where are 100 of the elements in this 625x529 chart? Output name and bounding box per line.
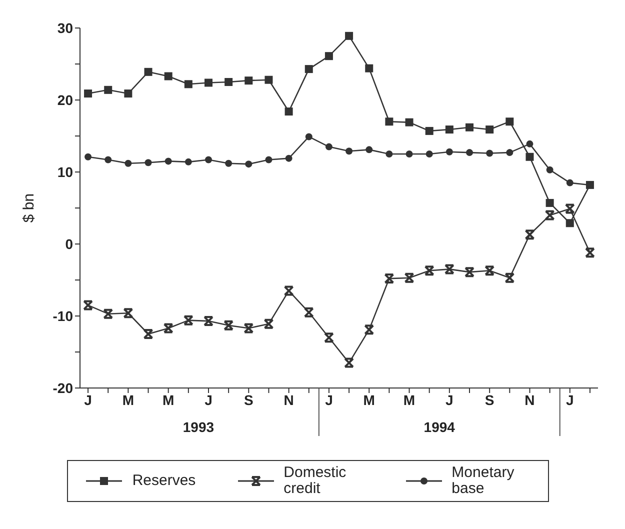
point	[486, 126, 494, 134]
x-tick-label: N	[284, 392, 294, 408]
point	[304, 65, 313, 74]
point	[425, 126, 434, 135]
point	[225, 160, 232, 167]
point	[384, 274, 394, 284]
point	[566, 179, 574, 186]
point	[526, 152, 534, 161]
point	[404, 272, 414, 283]
point	[366, 146, 373, 154]
y-tick-label: -20	[52, 380, 74, 396]
x-tick-label: S	[484, 392, 494, 408]
y-tick-label: -10	[52, 308, 74, 324]
point	[183, 315, 194, 326]
point	[144, 68, 152, 76]
point	[464, 267, 475, 278]
text: 1994	[424, 419, 456, 435]
x-tick-label: J	[325, 392, 333, 408]
point	[204, 156, 212, 164]
point	[84, 90, 92, 98]
point	[104, 86, 112, 94]
point	[124, 160, 132, 167]
point	[546, 198, 554, 207]
point	[163, 323, 174, 334]
point	[424, 266, 434, 276]
point	[506, 118, 514, 126]
point	[484, 266, 495, 276]
point	[325, 143, 332, 150]
legend-label: Monetary base	[452, 464, 516, 497]
point	[244, 76, 253, 85]
point	[184, 80, 192, 88]
point	[144, 159, 152, 166]
y-axis-title: $ bn	[20, 193, 38, 223]
point	[345, 32, 354, 40]
point	[324, 332, 334, 343]
point	[544, 210, 555, 220]
point	[224, 78, 233, 86]
point	[365, 64, 374, 72]
point	[466, 123, 474, 132]
legend-label: Domestic credit	[284, 464, 348, 497]
point	[444, 264, 454, 274]
point	[123, 308, 134, 318]
point	[304, 307, 314, 318]
point	[346, 148, 353, 155]
y-tick-label: 0	[65, 236, 74, 252]
point	[264, 318, 274, 329]
point	[284, 286, 294, 296]
point	[204, 78, 212, 87]
point	[504, 272, 515, 283]
x-tick-label: M	[363, 392, 375, 408]
x-tick-label: J	[204, 392, 212, 408]
point	[405, 118, 414, 126]
point	[164, 158, 172, 165]
point	[224, 320, 234, 330]
x-tick-label: M	[122, 392, 134, 408]
legend-label: Reserves	[132, 472, 196, 489]
point	[524, 230, 535, 240]
point	[84, 153, 92, 160]
y-tick-label: 30	[57, 20, 74, 36]
point	[386, 150, 393, 158]
point	[546, 166, 554, 174]
point	[324, 52, 333, 60]
point	[564, 204, 575, 214]
point	[285, 154, 292, 162]
point	[104, 156, 112, 164]
x-tick-label: J	[566, 392, 574, 408]
point	[305, 133, 312, 140]
point	[103, 308, 114, 319]
point	[406, 150, 413, 158]
point	[344, 358, 354, 368]
point	[245, 160, 252, 168]
point	[584, 248, 595, 258]
point	[244, 323, 254, 334]
point	[284, 108, 293, 116]
point	[506, 149, 514, 156]
point	[164, 72, 172, 80]
y-tick-label: 10	[57, 164, 74, 180]
point	[203, 316, 214, 326]
point	[364, 324, 374, 335]
point	[526, 140, 534, 148]
point	[446, 148, 453, 156]
point	[143, 329, 154, 339]
point	[486, 150, 494, 157]
point	[466, 149, 474, 156]
point	[445, 126, 454, 134]
x-tick-label: M	[403, 392, 416, 408]
point	[184, 158, 192, 166]
point	[265, 156, 272, 164]
point	[385, 118, 394, 126]
y-tick-label: 20	[57, 92, 74, 108]
text: 1993	[182, 419, 214, 435]
point	[264, 76, 273, 84]
x-tick-label: J	[446, 392, 454, 408]
x-tick-label: J	[84, 392, 92, 408]
x-tick-label: M	[162, 392, 174, 408]
point	[566, 219, 574, 228]
point	[83, 300, 94, 310]
point	[426, 150, 433, 158]
point	[124, 90, 132, 98]
x-tick-label: S	[244, 392, 254, 408]
